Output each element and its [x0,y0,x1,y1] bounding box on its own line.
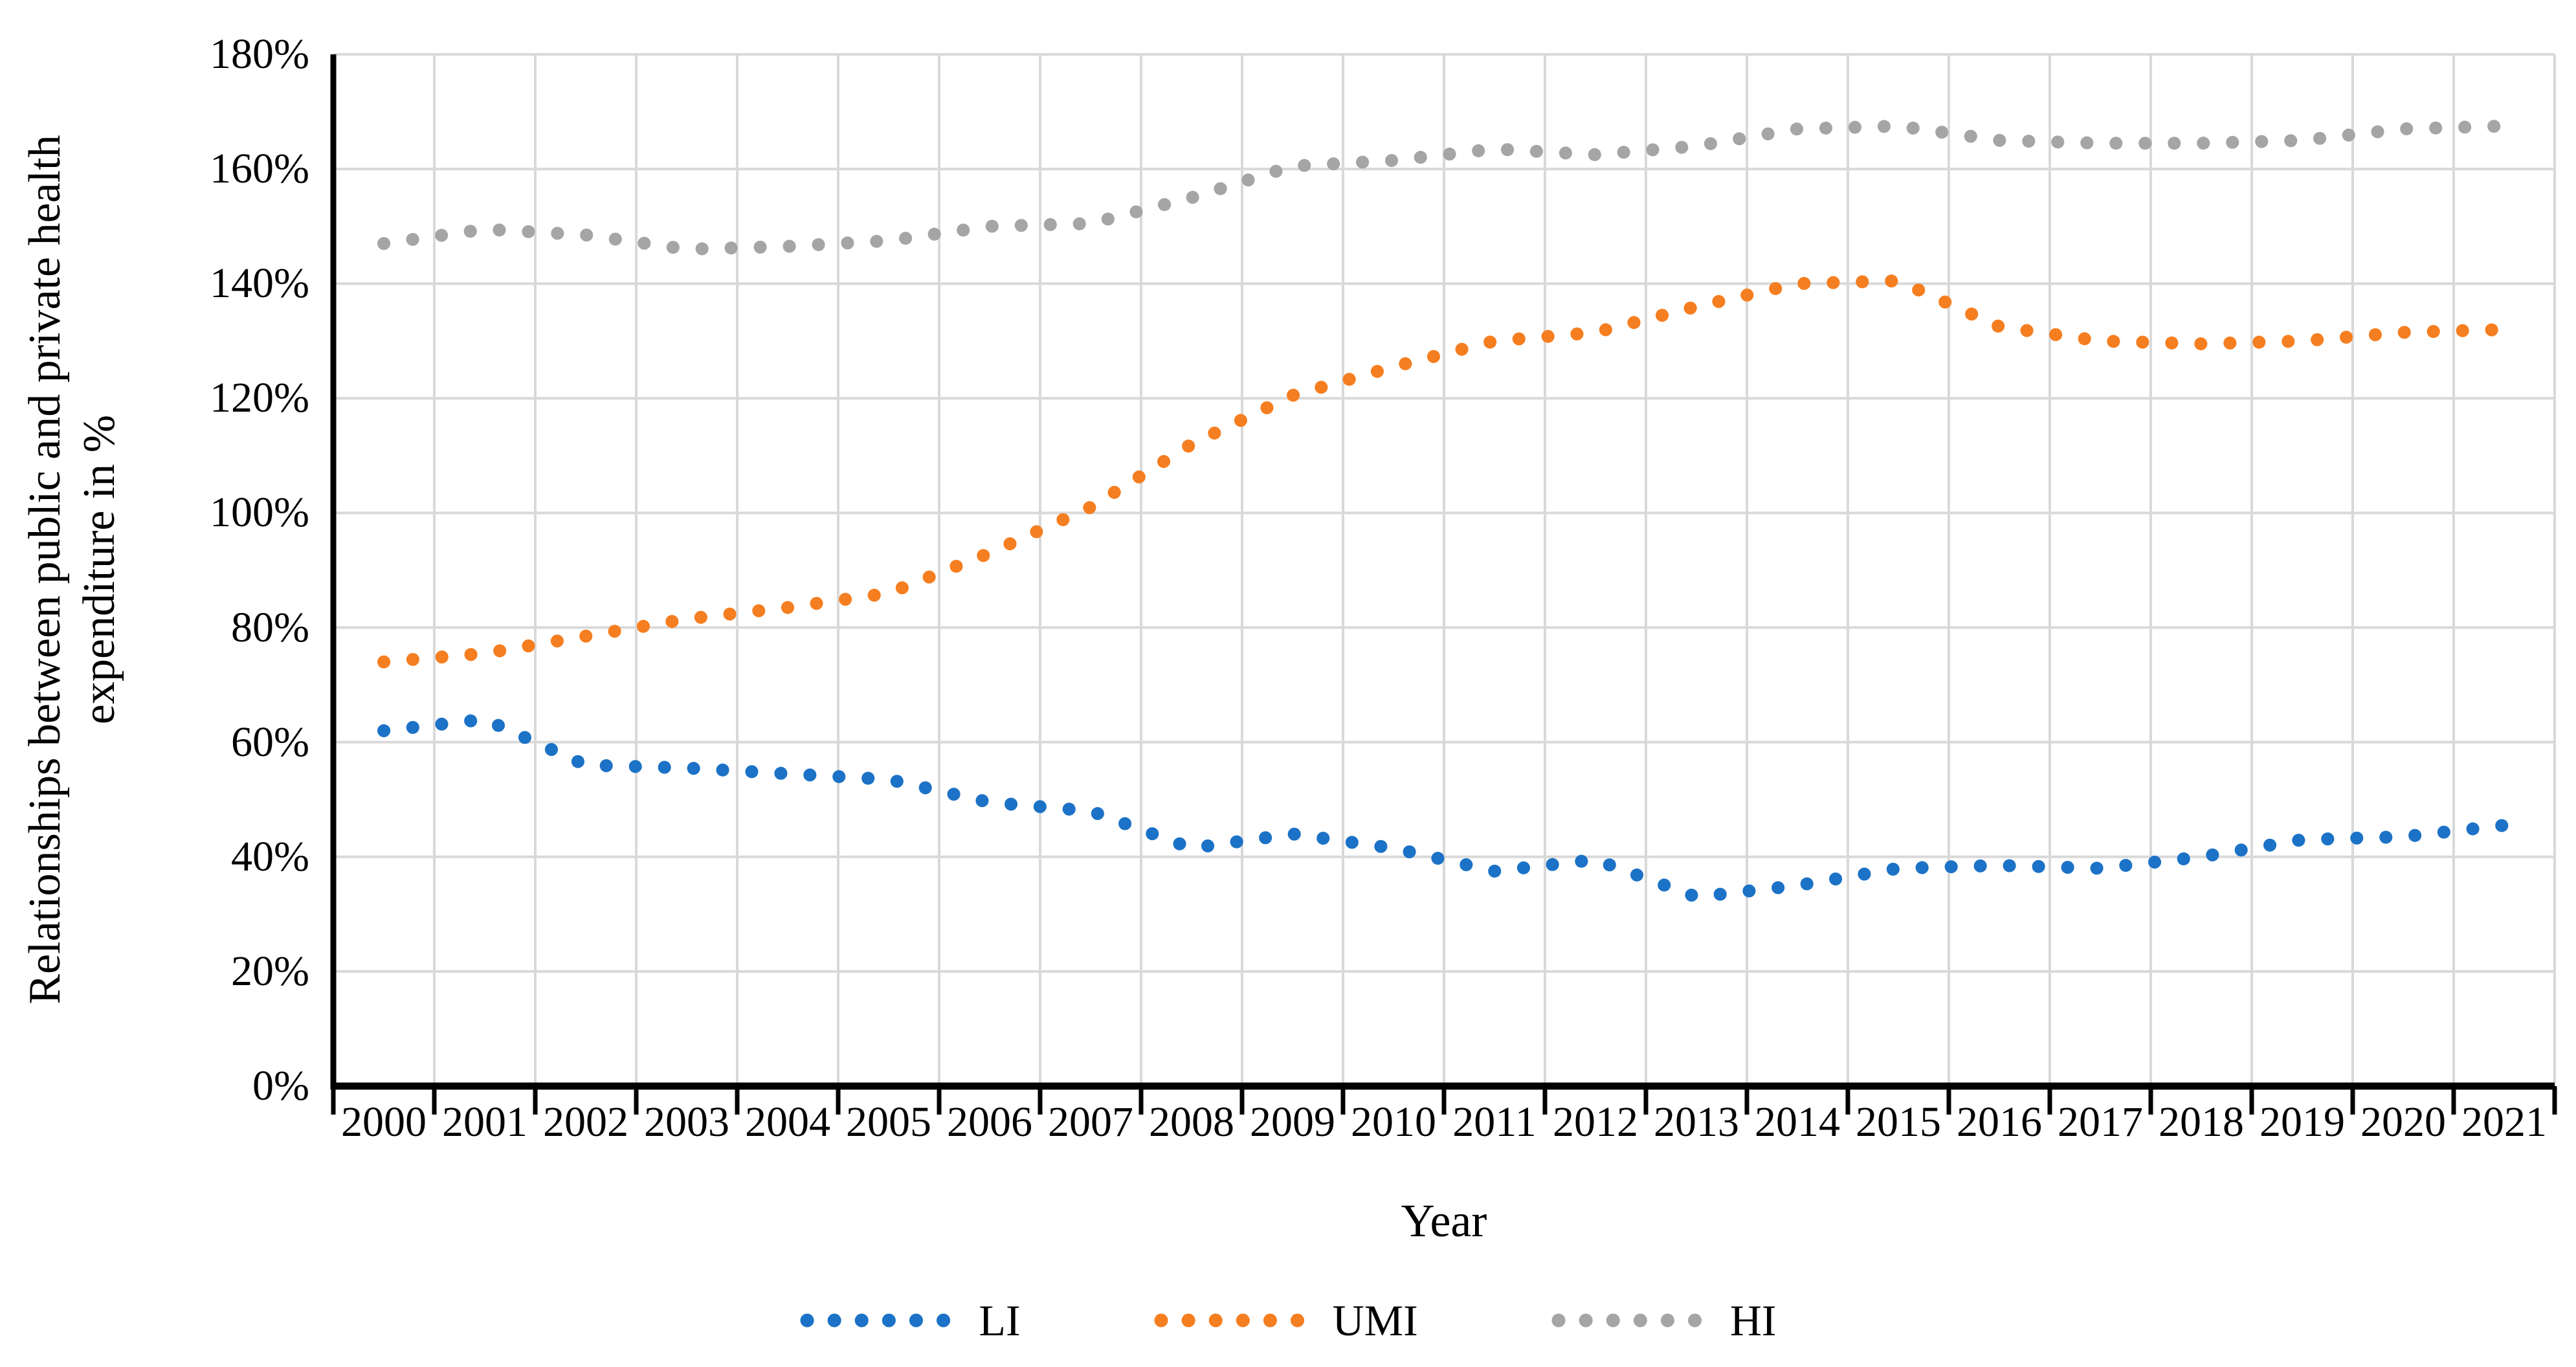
x-tick-label: 2008 [1149,1098,1234,1146]
x-tick-label: 2017 [2058,1098,2143,1146]
legend-label: UMI [1332,1295,1418,1345]
y-axis-title: Relationships between public and private… [20,135,124,1005]
x-tick-label: 2009 [1250,1098,1335,1146]
x-tick-label: 2005 [846,1098,931,1146]
legend: LI UMI HI [0,1285,2576,1356]
y-tick-label: 20% [231,947,309,995]
x-tick-label: 2002 [543,1098,628,1146]
y-tick-label: 120% [210,374,309,422]
series-LI-dotted-line [377,713,2511,904]
x-tick-label: 2015 [1856,1098,1941,1146]
x-tick-label: 2021 [2461,1098,2547,1146]
y-tick-label: 80% [231,603,309,651]
x-tick-label: 2010 [1351,1098,1436,1146]
x-tick-label: 2019 [2260,1098,2345,1146]
x-tick-label: 2016 [1957,1098,2042,1146]
x-tick-label: 2012 [1553,1098,1638,1146]
x-tick-label: 2014 [1755,1098,1840,1146]
x-tick-label: 2020 [2360,1098,2446,1146]
legend-item-UMI: UMI [1153,1295,1418,1346]
y-tick-label: 60% [231,718,309,766]
x-tick-label: 2011 [1452,1098,1537,1146]
x-axis-title: Year [1401,1195,1487,1247]
legend-item-LI: LI [799,1295,1021,1346]
legend-label: LI [979,1295,1021,1345]
y-tick-label: 0% [252,1062,309,1109]
legend-dotted-marker [1154,1313,1305,1328]
y-tick-label: 100% [210,489,309,537]
y-tick-label: 160% [210,145,309,193]
legend-dotted-marker [1551,1313,1703,1328]
legend-dotted-marker [800,1313,952,1328]
x-tick-label: 2006 [947,1098,1032,1146]
x-tick-label: 2007 [1048,1098,1133,1146]
legend-label: HI [1729,1295,1777,1345]
x-tick-label: 2000 [341,1098,427,1146]
x-tick-label: 2001 [442,1098,527,1146]
legend-item-HI: HI [1551,1295,1777,1346]
x-tick-label: 2018 [2159,1098,2244,1146]
x-tick-label: 2004 [745,1098,830,1146]
x-tick-label: 2003 [644,1098,729,1146]
series-HI-dotted-line [377,119,2511,256]
y-tick-label: 40% [231,832,309,880]
y-tick-label: 180% [210,30,309,78]
y-tick-label: 140% [210,260,309,307]
x-tick-label: 2013 [1654,1098,1739,1146]
